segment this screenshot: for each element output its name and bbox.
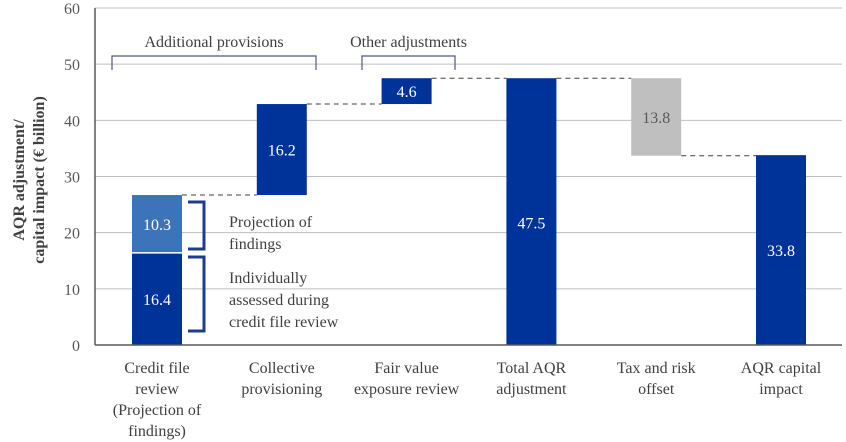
connectors (182, 77, 756, 196)
bar-value-label: 13.8 (642, 110, 670, 127)
y-axis-title-line: capital impact (€ billion) (31, 96, 48, 264)
category-label-line: Fair value (374, 360, 438, 377)
category-label: Collective provisioning (241, 360, 322, 398)
y-axis-title-line: AQR adjustment/ (11, 119, 28, 241)
bar-individually-assessed (132, 252, 182, 345)
gridlines (95, 7, 842, 290)
category-label-line: AQR capital (741, 360, 822, 377)
segment-annotation-line: credit file review (229, 314, 339, 331)
y-tick-label: 50 (64, 57, 80, 74)
segment-annotation-line: Individually (229, 270, 307, 287)
group-bracket (111, 55, 317, 70)
category-label-line: impact (759, 381, 803, 398)
y-tick-label: 0 (72, 338, 80, 355)
category-label-line: review (135, 381, 179, 398)
bar-value-label: 4.6 (397, 84, 417, 101)
y-tick-label: 40 (64, 113, 80, 130)
bar-decrease (631, 78, 682, 156)
group-bracket (361, 55, 456, 70)
segment-annotation-line: findings (229, 236, 281, 253)
segment-annotation: Individually assessed during credit file r… (229, 270, 339, 331)
segment-annotation-line: Projection of (229, 214, 313, 231)
category-label-line: findings) (128, 423, 186, 440)
segment-bracket (188, 255, 206, 333)
bar-value-label: 10.3 (143, 217, 171, 234)
category-label: Tax and risk offset (617, 360, 696, 398)
category-label-line: (Projection of (113, 402, 202, 419)
y-tick-label: 30 (64, 170, 80, 187)
bar-value-label: 33.8 (767, 243, 795, 260)
bars: 16.4 10.3 16.2 4.6 47.5 13.8 33.8 (132, 78, 806, 345)
segment-annotation-line: assessed during (229, 292, 329, 309)
annotations: Additional provisions Other adjustments Pr… (111, 34, 467, 333)
y-tick-labels: 0 10 20 30 40 50 60 (64, 1, 80, 355)
group-label: Additional provisions (144, 34, 283, 51)
y-tick-label: 60 (64, 1, 80, 18)
category-label-line: Credit file (124, 360, 189, 377)
axes (94, 8, 842, 346)
bar-value-label: 47.5 (517, 216, 545, 233)
category-label-line: Collective (249, 360, 315, 377)
category-label: Fair value exposure review (354, 360, 460, 398)
segment-annotation: Projection of findings (229, 214, 313, 253)
bar-total (506, 78, 557, 345)
bar-value-label: 16.2 (268, 143, 296, 160)
category-labels: Credit file review (Projection of findings)… (113, 360, 822, 440)
category-label: AQR capital impact (741, 360, 822, 398)
y-axis-title: AQR adjustment/capital impact (€ billion… (11, 96, 48, 264)
bar-value-label: 16.4 (143, 292, 171, 309)
category-label: Total AQR adjustment (496, 360, 567, 398)
category-label-line: Tax and risk (617, 360, 696, 377)
bar-total (756, 155, 806, 345)
category-label-line: adjustment (496, 381, 567, 398)
category-label-line: offset (638, 381, 675, 398)
category-label: Credit file review (Projection of findings) (113, 360, 202, 440)
bar-increase (256, 104, 307, 196)
y-tick-label: 10 (64, 282, 80, 299)
category-label-line: provisioning (241, 381, 322, 398)
group-label: Other adjustments (350, 34, 467, 51)
bar-increase (381, 78, 432, 105)
bar-projection (132, 195, 182, 253)
segment-bracket (188, 200, 206, 251)
y-tick-label: 20 (64, 226, 80, 243)
category-label-line: exposure review (354, 381, 460, 398)
category-label-line: Total AQR (497, 360, 567, 377)
